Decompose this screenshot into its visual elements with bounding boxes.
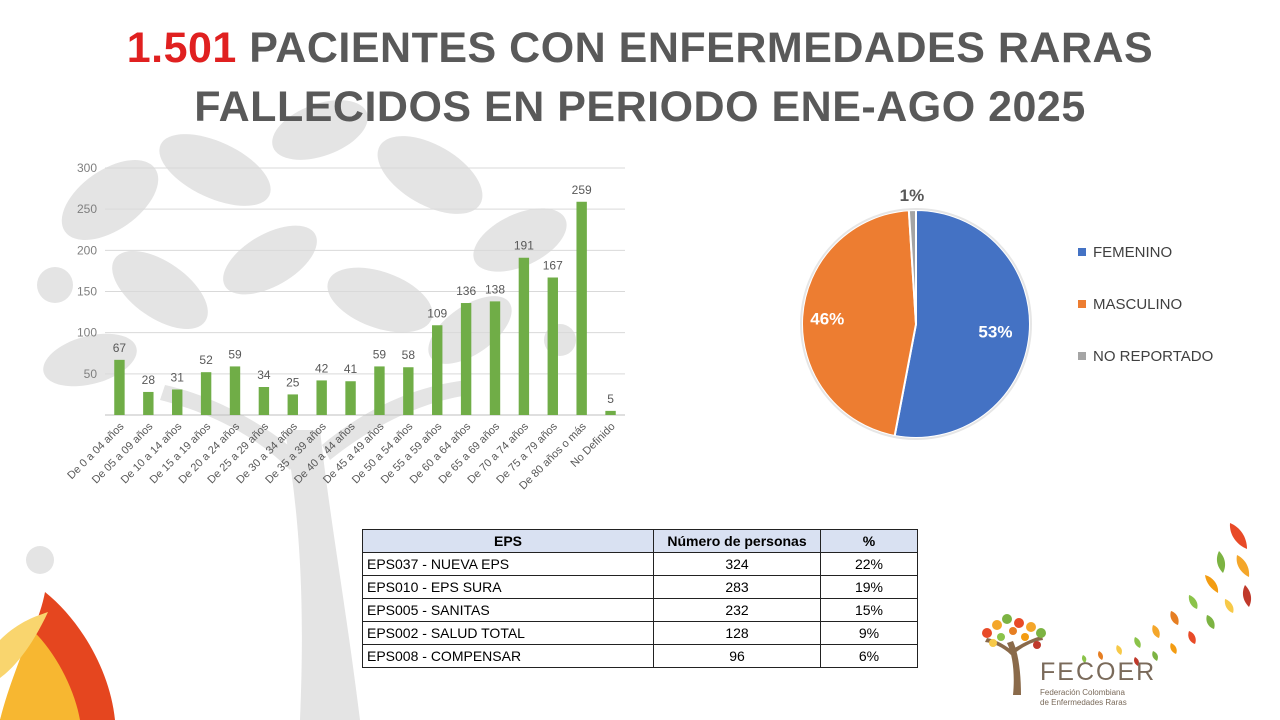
legend-swatch bbox=[1078, 300, 1086, 308]
eps-table: EPS Número de personas % EPS037 - NUEVA … bbox=[362, 529, 918, 668]
count-cell: 128 bbox=[653, 621, 821, 645]
logo-subtitle-line-2: de Enfermedades Raras bbox=[1040, 698, 1127, 707]
bar-value-label: 59 bbox=[228, 347, 242, 361]
bar-value-label: 138 bbox=[485, 282, 505, 296]
bar-value-label: 41 bbox=[344, 362, 358, 376]
bar bbox=[605, 410, 616, 415]
count-cell: 232 bbox=[653, 598, 821, 622]
bar bbox=[576, 201, 587, 415]
bar bbox=[403, 367, 414, 415]
bar-value-label: 5 bbox=[607, 392, 614, 406]
pie-slice bbox=[893, 208, 1031, 439]
legend-swatch bbox=[1078, 352, 1086, 360]
count-cell: 96 bbox=[653, 644, 821, 668]
percent-cell: 22% bbox=[820, 552, 918, 576]
bar bbox=[374, 366, 385, 415]
bar bbox=[345, 381, 356, 415]
table-row: EPS010 - EPS SURA 283 19% bbox=[362, 575, 918, 599]
bar bbox=[489, 301, 501, 415]
bar-value-label: 109 bbox=[427, 306, 447, 320]
y-tick-label: 50 bbox=[84, 367, 98, 381]
bar-value-label: 59 bbox=[373, 347, 387, 361]
eps-name-cell: EPS008 - COMPENSAR bbox=[362, 644, 654, 668]
table-row: EPS008 - COMPENSAR 96 6% bbox=[362, 644, 918, 668]
percent-cell: 15% bbox=[820, 598, 918, 622]
table-header-row: EPS Número de personas % bbox=[362, 529, 918, 553]
bar-value-label: 191 bbox=[514, 239, 534, 253]
page-title-line-1: 1.501 PACIENTES CON ENFERMEDADES RARAS bbox=[0, 24, 1280, 73]
page-title-line-2: FALLECIDOS EN PERIODO ENE-AGO 2025 bbox=[194, 83, 1086, 131]
sex-pie-chart: 53% 46% 1% FEMENINO MASCULINO NO REPORTADO bbox=[800, 186, 1213, 440]
fecoer-logo-tree-icon bbox=[982, 523, 1252, 695]
bar-value-label: 25 bbox=[286, 375, 300, 389]
bar bbox=[258, 387, 270, 415]
y-tick-label: 200 bbox=[77, 243, 97, 257]
bar bbox=[200, 372, 212, 415]
table-row: EPS037 - NUEVA EPS 324 22% bbox=[362, 552, 918, 576]
bar-value-label: 259 bbox=[572, 183, 592, 197]
pie-data-label: 1% bbox=[900, 186, 925, 205]
legend-swatch bbox=[1078, 248, 1086, 256]
pie-data-label: 46% bbox=[810, 309, 844, 328]
count-cell: 283 bbox=[653, 575, 821, 599]
eps-name-cell: EPS002 - SALUD TOTAL bbox=[362, 621, 654, 645]
legend-label: NO REPORTADO bbox=[1093, 348, 1213, 365]
bar-value-label: 136 bbox=[456, 284, 476, 298]
table-row: EPS005 - SANITAS 232 15% bbox=[362, 598, 918, 622]
bar-value-label: 167 bbox=[543, 259, 563, 273]
y-tick-label: 300 bbox=[77, 161, 97, 175]
eps-name-cell: EPS010 - EPS SURA bbox=[362, 575, 654, 599]
bar bbox=[432, 325, 443, 415]
eps-name-cell: EPS037 - NUEVA EPS bbox=[362, 552, 654, 576]
y-tick-label: 100 bbox=[77, 326, 97, 340]
bar-value-label: 31 bbox=[171, 370, 185, 384]
bar bbox=[518, 257, 530, 415]
bar bbox=[287, 394, 298, 415]
legend-label: MASCULINO bbox=[1093, 296, 1182, 313]
bar bbox=[114, 359, 125, 415]
bar bbox=[316, 380, 327, 415]
pie-outline bbox=[800, 208, 1032, 440]
title-line-1-text: PACIENTES CON ENFERMEDADES RARAS bbox=[236, 24, 1154, 72]
bar-value-label: 34 bbox=[257, 368, 271, 382]
bar-value-label: 58 bbox=[402, 348, 416, 362]
y-tick-label: 150 bbox=[77, 285, 97, 299]
table-row: EPS002 - SALUD TOTAL 128 9% bbox=[362, 621, 918, 645]
bar-value-label: 28 bbox=[142, 373, 156, 387]
bar-value-label: 42 bbox=[315, 361, 329, 375]
column-header-percent: % bbox=[820, 529, 918, 553]
patient-total: 1.501 bbox=[126, 24, 237, 72]
pie-data-label: 53% bbox=[978, 323, 1012, 342]
logo-name: FECOER bbox=[1040, 658, 1157, 686]
bar bbox=[172, 389, 183, 415]
column-header-eps: EPS bbox=[362, 529, 654, 553]
bar bbox=[229, 366, 241, 415]
fecoer-logo: FECOER Federación Colombiana de Enfermed… bbox=[1040, 658, 1156, 707]
column-header-count: Número de personas bbox=[653, 529, 821, 553]
bar bbox=[547, 277, 558, 415]
percent-cell: 6% bbox=[820, 644, 918, 668]
bar-value-label: 67 bbox=[113, 341, 127, 355]
percent-cell: 9% bbox=[820, 621, 918, 645]
pie-slice bbox=[801, 209, 918, 438]
percent-cell: 19% bbox=[820, 575, 918, 599]
bar-value-label: 52 bbox=[199, 353, 213, 367]
legend-label: FEMENINO bbox=[1093, 244, 1172, 261]
bar bbox=[460, 303, 472, 415]
count-cell: 324 bbox=[653, 552, 821, 576]
bar bbox=[143, 391, 154, 415]
eps-name-cell: EPS005 - SANITAS bbox=[362, 598, 654, 622]
logo-subtitle-line-1: Federación Colombiana bbox=[1040, 688, 1125, 697]
y-tick-label: 250 bbox=[77, 202, 97, 216]
